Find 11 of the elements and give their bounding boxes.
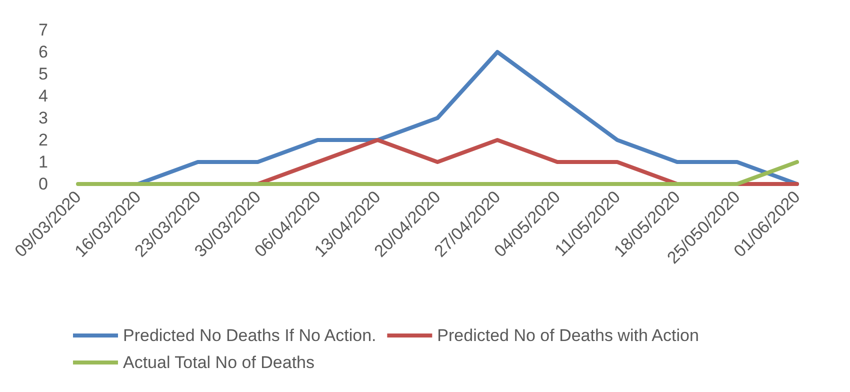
legend-label: Predicted No of Deaths with Action	[437, 326, 699, 345]
y-tick-label: 4	[38, 86, 48, 106]
legend-label: Actual Total No of Deaths	[123, 353, 315, 372]
y-tick-label: 7	[38, 20, 48, 40]
y-tick-label: 0	[38, 174, 48, 194]
y-tick-label: 1	[38, 152, 48, 172]
y-tick-label: 5	[38, 64, 48, 84]
y-tick-label: 2	[38, 130, 48, 150]
y-tick-label: 3	[38, 108, 48, 128]
y-tick-label: 6	[38, 42, 48, 62]
legend-label: Predicted No Deaths If No Action.	[123, 326, 376, 345]
